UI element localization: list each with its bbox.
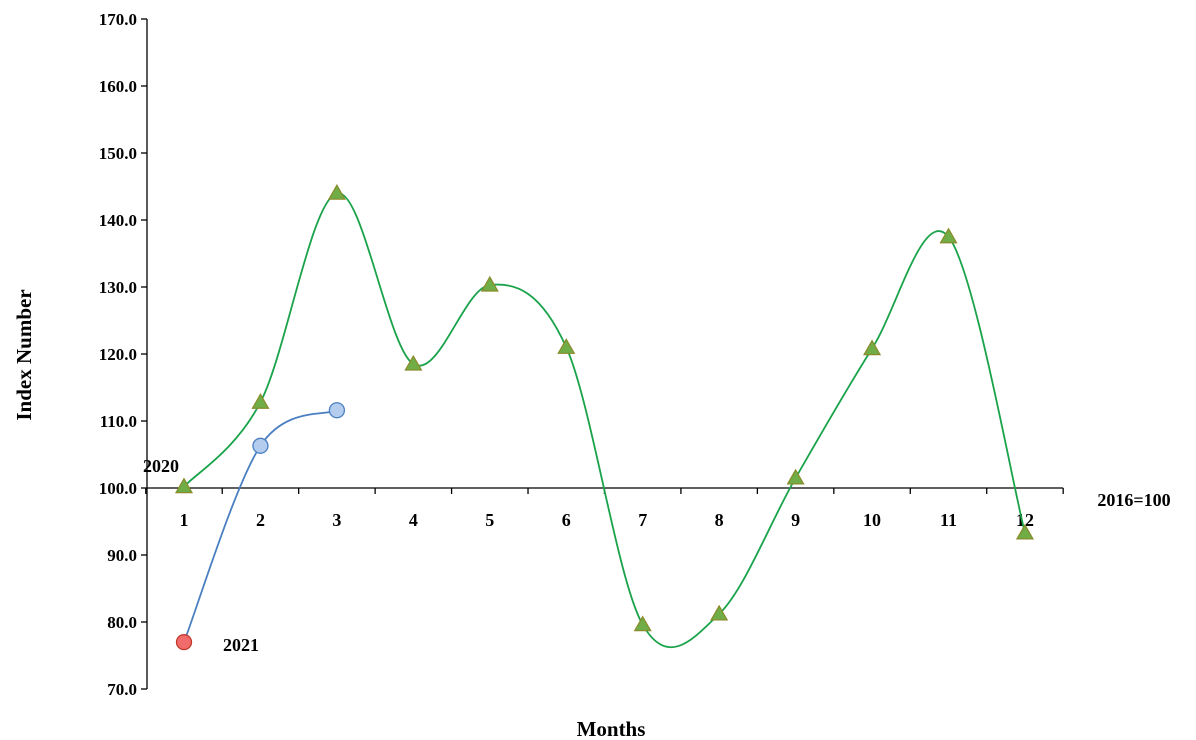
x-axis-title: Months [577,717,646,740]
x-tick-label: 4 [409,510,418,530]
data-point-2020 [404,354,423,371]
data-point-2020 [786,468,805,485]
y-tick-label: 100.0 [99,479,137,498]
data-point-2020 [710,604,729,621]
data-point-2020 [251,393,270,409]
x-tick-label: 5 [485,510,494,530]
x-tick-label: 2 [256,510,265,530]
x-axis: 1 2 3 4 5 6 7 8 9 10 11 12 [145,487,1064,530]
y-tick-label: 70.0 [107,680,137,699]
y-tick-label: 130.0 [99,278,137,297]
data-point-2020 [557,338,576,354]
x-tick-label: 7 [638,510,647,530]
y-tick-label: 120.0 [99,345,137,364]
series-line-2020 [183,192,1026,648]
x-tick-label: 9 [791,510,800,530]
x-tick-label: 1 [180,510,189,530]
y-axis: 70.0 80.0 90.0 100.0 110.0 120.0 130.0 140.0 150… [99,10,148,699]
y-tick-label: 90.0 [107,546,137,565]
x-tick-label: 8 [715,510,724,530]
data-point-2021 [252,437,269,454]
series-layer [183,192,1026,648]
y-axis-title: Index Number [12,289,36,420]
data-point-2020 [863,339,882,356]
x-tick-label: 10 [863,510,881,530]
y-tick-label: 160.0 [99,77,137,96]
data-point-2020 [174,477,194,494]
y-tick-label: 80.0 [107,613,137,632]
data-point-2020 [480,275,499,292]
x-tick-label: 6 [562,510,571,530]
series-label-2021: 2021 [223,635,259,655]
data-point-2020 [1015,523,1034,540]
y-tick-label: 140.0 [99,211,137,230]
data-point-2021 [175,633,193,651]
series-line-2021 [183,409,338,643]
base-year-note: 2016=100 [1097,490,1170,510]
y-tick-label: 170.0 [99,10,137,29]
data-point-2020 [327,183,346,200]
data-point-2020 [939,227,958,244]
data-point-2020 [633,615,652,632]
data-point-2021 [328,402,346,419]
series-label-2020: 2020 [143,456,179,476]
x-tick-label: 3 [332,510,341,530]
marker-layer [174,183,1034,651]
y-tick-label: 150.0 [99,144,137,163]
x-tick-label: 11 [940,510,957,530]
y-tick-label: 110.0 [100,412,137,431]
